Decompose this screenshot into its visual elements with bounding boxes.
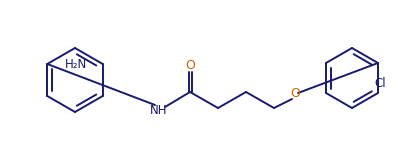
- Text: NH: NH: [150, 105, 168, 117]
- Text: Cl: Cl: [374, 76, 386, 90]
- Text: O: O: [290, 86, 300, 100]
- Text: H₂N: H₂N: [64, 57, 87, 71]
- Text: O: O: [185, 59, 195, 71]
